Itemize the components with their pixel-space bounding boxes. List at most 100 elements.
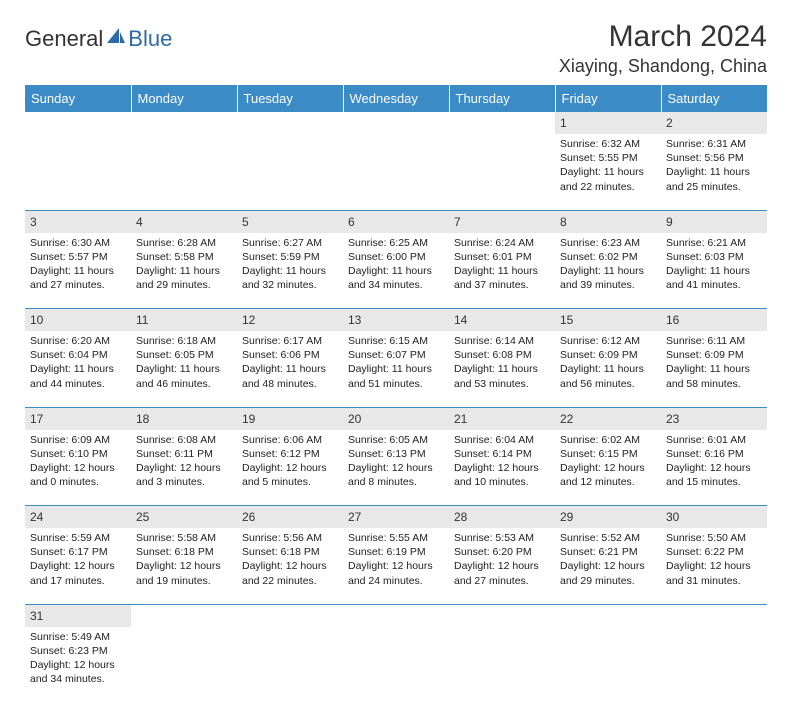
day-details: Sunrise: 6:23 AMSunset: 6:02 PMDaylight:…	[560, 236, 656, 293]
day-cell: Sunrise: 6:27 AMSunset: 5:59 PMDaylight:…	[237, 233, 343, 309]
day-details: Sunrise: 6:01 AMSunset: 6:16 PMDaylight:…	[666, 433, 762, 490]
daynum-cell	[343, 112, 449, 134]
day-cell: Sunrise: 5:55 AMSunset: 6:19 PMDaylight:…	[343, 528, 449, 604]
weekday-header: Sunday	[25, 85, 131, 112]
day-cell: Sunrise: 6:25 AMSunset: 6:00 PMDaylight:…	[343, 233, 449, 309]
day-cell: Sunrise: 5:50 AMSunset: 6:22 PMDaylight:…	[661, 528, 767, 604]
day-cell	[25, 134, 131, 210]
day-number: 22	[560, 412, 573, 426]
weekday-header: Saturday	[661, 85, 767, 112]
day-details: Sunrise: 6:21 AMSunset: 6:03 PMDaylight:…	[666, 236, 762, 293]
day-cell: Sunrise: 6:04 AMSunset: 6:14 PMDaylight:…	[449, 430, 555, 506]
daynum-cell: 6	[343, 210, 449, 233]
daynum-cell: 12	[237, 309, 343, 332]
day-cell: Sunrise: 6:32 AMSunset: 5:55 PMDaylight:…	[555, 134, 661, 210]
day-cell	[131, 627, 237, 703]
day-number: 28	[454, 510, 467, 524]
day-details: Sunrise: 6:12 AMSunset: 6:09 PMDaylight:…	[560, 334, 656, 391]
day-details: Sunrise: 6:08 AMSunset: 6:11 PMDaylight:…	[136, 433, 232, 490]
calendar-page: General Blue March 2024 Xiaying, Shandon…	[0, 0, 792, 723]
daynum-cell: 21	[449, 407, 555, 430]
day-cell	[449, 627, 555, 703]
weekday-header-row: SundayMondayTuesdayWednesdayThursdayFrid…	[25, 85, 767, 112]
daynum-cell	[237, 112, 343, 134]
daynum-row: 24252627282930	[25, 506, 767, 529]
daynum-cell: 20	[343, 407, 449, 430]
day-cell	[343, 627, 449, 703]
day-details: Sunrise: 6:18 AMSunset: 6:05 PMDaylight:…	[136, 334, 232, 391]
day-details: Sunrise: 6:04 AMSunset: 6:14 PMDaylight:…	[454, 433, 550, 490]
day-details: Sunrise: 6:24 AMSunset: 6:01 PMDaylight:…	[454, 236, 550, 293]
day-number: 25	[136, 510, 149, 524]
header: General Blue March 2024 Xiaying, Shandon…	[25, 20, 767, 77]
day-cell	[555, 627, 661, 703]
day-number: 4	[136, 215, 143, 229]
daynum-cell: 3	[25, 210, 131, 233]
day-cell: Sunrise: 6:23 AMSunset: 6:02 PMDaylight:…	[555, 233, 661, 309]
day-cell: Sunrise: 6:11 AMSunset: 6:09 PMDaylight:…	[661, 331, 767, 407]
day-details: Sunrise: 6:20 AMSunset: 6:04 PMDaylight:…	[30, 334, 126, 391]
daynum-cell	[237, 604, 343, 627]
day-details: Sunrise: 5:59 AMSunset: 6:17 PMDaylight:…	[30, 531, 126, 588]
day-cell	[661, 627, 767, 703]
daynum-cell: 10	[25, 309, 131, 332]
day-number: 1	[560, 116, 567, 130]
day-details: Sunrise: 6:15 AMSunset: 6:07 PMDaylight:…	[348, 334, 444, 391]
day-number: 13	[348, 313, 361, 327]
daynum-cell	[661, 604, 767, 627]
day-content-row: Sunrise: 6:20 AMSunset: 6:04 PMDaylight:…	[25, 331, 767, 407]
day-cell: Sunrise: 5:56 AMSunset: 6:18 PMDaylight:…	[237, 528, 343, 604]
day-details: Sunrise: 6:31 AMSunset: 5:56 PMDaylight:…	[666, 137, 762, 194]
day-number: 3	[30, 215, 37, 229]
day-content-row: Sunrise: 5:59 AMSunset: 6:17 PMDaylight:…	[25, 528, 767, 604]
day-number: 31	[30, 609, 43, 623]
daynum-cell: 23	[661, 407, 767, 430]
daynum-cell: 15	[555, 309, 661, 332]
daynum-cell: 25	[131, 506, 237, 529]
daynum-cell: 31	[25, 604, 131, 627]
daynum-cell: 30	[661, 506, 767, 529]
day-details: Sunrise: 6:11 AMSunset: 6:09 PMDaylight:…	[666, 334, 762, 391]
daynum-row: 31	[25, 604, 767, 627]
day-number: 16	[666, 313, 679, 327]
daynum-row: 3456789	[25, 210, 767, 233]
day-number: 20	[348, 412, 361, 426]
daynum-cell: 29	[555, 506, 661, 529]
day-number: 8	[560, 215, 567, 229]
day-cell	[237, 134, 343, 210]
daynum-cell: 13	[343, 309, 449, 332]
daynum-cell	[131, 604, 237, 627]
day-details: Sunrise: 6:27 AMSunset: 5:59 PMDaylight:…	[242, 236, 338, 293]
day-cell: Sunrise: 5:59 AMSunset: 6:17 PMDaylight:…	[25, 528, 131, 604]
logo-word-2: Blue	[128, 26, 172, 52]
daynum-cell: 17	[25, 407, 131, 430]
day-cell: Sunrise: 6:12 AMSunset: 6:09 PMDaylight:…	[555, 331, 661, 407]
day-details: Sunrise: 5:49 AMSunset: 6:23 PMDaylight:…	[30, 630, 126, 687]
daynum-cell	[449, 112, 555, 134]
day-details: Sunrise: 5:53 AMSunset: 6:20 PMDaylight:…	[454, 531, 550, 588]
day-details: Sunrise: 5:50 AMSunset: 6:22 PMDaylight:…	[666, 531, 762, 588]
day-number: 7	[454, 215, 461, 229]
day-cell: Sunrise: 6:05 AMSunset: 6:13 PMDaylight:…	[343, 430, 449, 506]
weekday-header: Tuesday	[237, 85, 343, 112]
daynum-row: 17181920212223	[25, 407, 767, 430]
day-number: 9	[666, 215, 673, 229]
day-details: Sunrise: 6:28 AMSunset: 5:58 PMDaylight:…	[136, 236, 232, 293]
location: Xiaying, Shandong, China	[559, 56, 767, 77]
day-number: 27	[348, 510, 361, 524]
day-number: 15	[560, 313, 573, 327]
day-number: 12	[242, 313, 255, 327]
daynum-cell: 18	[131, 407, 237, 430]
day-cell	[131, 134, 237, 210]
day-number: 24	[30, 510, 43, 524]
day-cell: Sunrise: 6:01 AMSunset: 6:16 PMDaylight:…	[661, 430, 767, 506]
day-content-row: Sunrise: 6:30 AMSunset: 5:57 PMDaylight:…	[25, 233, 767, 309]
weekday-header: Thursday	[449, 85, 555, 112]
calendar-table: SundayMondayTuesdayWednesdayThursdayFrid…	[25, 85, 767, 703]
daynum-row: 12	[25, 112, 767, 134]
day-details: Sunrise: 5:52 AMSunset: 6:21 PMDaylight:…	[560, 531, 656, 588]
daynum-cell: 24	[25, 506, 131, 529]
day-content-row: Sunrise: 6:09 AMSunset: 6:10 PMDaylight:…	[25, 430, 767, 506]
day-cell: Sunrise: 6:06 AMSunset: 6:12 PMDaylight:…	[237, 430, 343, 506]
day-cell: Sunrise: 6:02 AMSunset: 6:15 PMDaylight:…	[555, 430, 661, 506]
